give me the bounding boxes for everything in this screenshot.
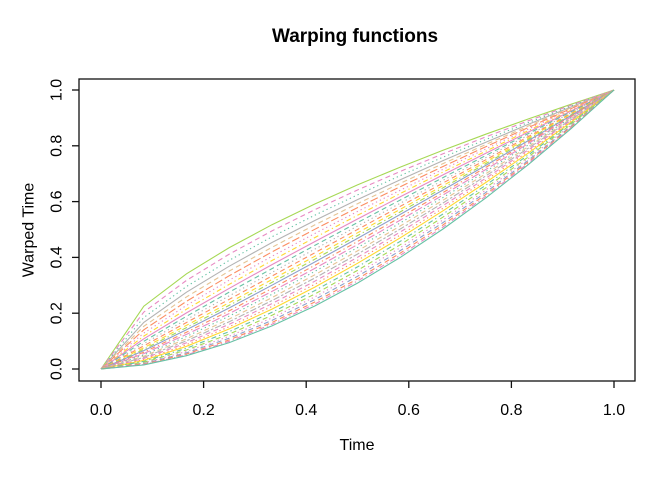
warp-curve-w15 — [100, 89, 615, 370]
warp-curve-w12 — [100, 89, 615, 370]
x-tick-label: 0.2 — [192, 402, 214, 419]
warp-curve-w07 — [100, 89, 615, 370]
warp-curve-w10 — [100, 89, 615, 370]
y-tick-label: 0.2 — [49, 302, 66, 324]
x-tick-label: 0.8 — [500, 402, 522, 419]
y-tick-label: 0.6 — [49, 190, 66, 212]
warp-curve-w28 — [100, 89, 615, 370]
x-tick-label: 0.4 — [295, 402, 317, 419]
warp-curve-w06 — [100, 89, 615, 370]
x-axis: 0.0 0.2 0.4 0.6 0.8 1.0 Time — [90, 381, 625, 454]
warp-curve-w04 — [100, 89, 615, 370]
x-tick-label: 0.0 — [90, 402, 112, 419]
warp-curve-w05 — [100, 89, 615, 370]
warp-curve-w30 — [100, 89, 615, 370]
warp-curve-w21 — [100, 89, 615, 370]
x-tick-label: 1.0 — [603, 402, 625, 419]
warp-curve-w26 — [100, 89, 615, 370]
warp-curve-w18 — [100, 89, 615, 370]
warp-curve-w22 — [100, 89, 615, 370]
warp-curve-w11 — [100, 89, 615, 370]
warp-curve-w19 — [100, 89, 615, 370]
warp-curve-w23 — [100, 89, 615, 370]
warp-curve-w09 — [100, 89, 615, 370]
warp-curve-w16 — [100, 89, 615, 370]
warp-curve-w25 — [100, 89, 615, 370]
plot-title: Warping functions — [272, 26, 438, 47]
x-tick-label: 0.6 — [398, 402, 420, 419]
y-tick-label: 0.0 — [49, 358, 66, 380]
warp-curve-w02 — [100, 89, 615, 370]
warp-curve-w08 — [100, 89, 615, 370]
warp-curve-w03 — [100, 89, 615, 370]
warp-curve-w01 — [100, 89, 615, 370]
y-axis-title: Warped Time — [21, 183, 38, 278]
warp-curve-w20 — [100, 89, 615, 370]
warp-curve-w29 — [100, 89, 615, 370]
y-axis: 0.0 0.2 0.4 0.6 0.8 1.0 Warped Time — [21, 79, 79, 380]
x-axis-title: Time — [340, 437, 375, 454]
warp-curve-w24 — [100, 89, 615, 370]
y-tick-label: 1.0 — [49, 79, 66, 101]
series-layer — [100, 89, 615, 370]
warp-curve-w13 — [100, 89, 615, 370]
warp-curve-w14 — [100, 89, 615, 370]
plot-frame — [78, 78, 636, 382]
y-tick-label: 0.8 — [49, 135, 66, 157]
warp-curve-w17 — [100, 89, 615, 370]
warp-curve-w27 — [100, 89, 615, 370]
y-tick-label: 0.4 — [49, 246, 66, 268]
